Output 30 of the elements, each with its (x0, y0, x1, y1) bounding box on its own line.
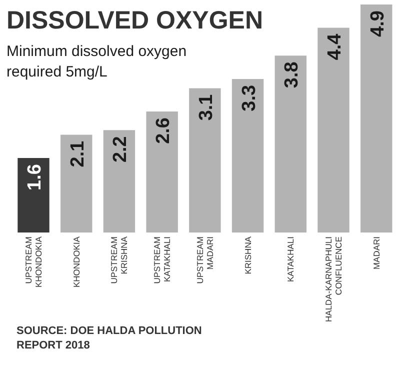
data-label: 3.3 (238, 84, 260, 112)
x-tick-label: UPSTREAM KHONDOKIA (24, 236, 44, 288)
bar (274, 56, 306, 232)
text: Minimum dissolved oxygen required 5mg/L (6, 43, 187, 80)
data-label: 4.4 (324, 33, 346, 60)
data-label: 3.1 (196, 94, 217, 121)
data-label: 2.6 (153, 118, 174, 144)
x-tick-label: UPSTREAM KRISHNA (109, 236, 130, 284)
bar (18, 158, 50, 232)
bar (103, 130, 136, 232)
x-tick-label: UPSTREAM KATAKHALI (152, 236, 172, 284)
x-tick-label: HALDA-KARNAPHULI CONFLUENCE (324, 236, 344, 322)
x-tick-label: UPSTREAM MADARI (194, 236, 215, 284)
data-label: 1.6 (24, 164, 46, 190)
data-label: 2.1 (67, 140, 88, 168)
x-tick-label: KHONDOKIA (71, 236, 82, 288)
source-note: SOURCE: DOE HALDA POLLUTION REPORT 2018 (16, 325, 202, 352)
bar (360, 4, 392, 232)
bar (60, 134, 92, 232)
x-tick-label: KATAKHALI (286, 236, 296, 282)
x-tick-label: KRISHNA (242, 236, 253, 274)
data-label: 2.2 (110, 136, 132, 163)
bar (318, 28, 350, 232)
data-label: 3.8 (282, 62, 303, 88)
bar (189, 88, 221, 232)
x-tick-label: MADARI (371, 236, 382, 270)
chart-title: DISSOLVED OXYGEN (6, 6, 264, 34)
data-label: 4.9 (367, 10, 388, 37)
bar (232, 78, 264, 232)
bar (146, 112, 178, 232)
